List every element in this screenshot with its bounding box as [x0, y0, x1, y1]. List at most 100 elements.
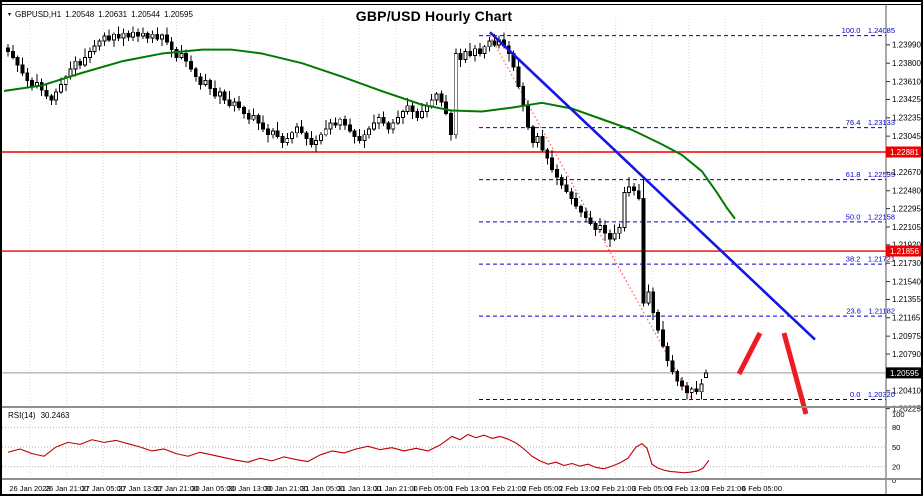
candle-body	[680, 380, 685, 387]
drawn-arrow-down[interactable]	[781, 332, 809, 415]
candle-body	[246, 112, 251, 120]
page-title: GBP/USD Hourly Chart	[355, 8, 513, 24]
candle-body	[328, 122, 333, 130]
candle-body	[458, 53, 463, 60]
candle-body	[646, 291, 651, 304]
candle-body	[453, 53, 458, 136]
candle-body	[314, 140, 319, 145]
price-axis-label: 1.23800	[892, 59, 921, 68]
candle-body	[684, 385, 689, 394]
drawn-arrow-up[interactable]	[736, 331, 763, 376]
candle-body	[107, 35, 112, 41]
quote-open: 1.20548	[65, 10, 95, 19]
candle-body	[612, 232, 617, 240]
candle-body	[174, 49, 179, 58]
price-axis-label: 1.22670	[892, 168, 921, 177]
price-tag-box	[886, 146, 921, 158]
candle-body	[574, 198, 579, 207]
candle-body	[59, 84, 63, 93]
candle-body	[603, 225, 608, 234]
candle-body	[270, 130, 275, 136]
price-axis-label: 1.23425	[892, 95, 921, 104]
candle-body	[559, 176, 564, 186]
fib-level-label: 23.6 1.21182	[846, 307, 895, 316]
candle-body	[352, 130, 357, 138]
candle-body	[92, 45, 97, 53]
candle-body	[136, 31, 140, 37]
time-axis-label: 2 Feb 13:00	[559, 484, 599, 493]
candle-body	[429, 99, 434, 107]
candle-body	[160, 34, 165, 40]
candle-body	[588, 217, 593, 225]
candle-body	[73, 60, 78, 70]
time-axis-label: 3 Feb 05:00	[632, 484, 672, 493]
price-axis-label: 1.21730	[892, 259, 921, 268]
candle-body	[49, 95, 54, 101]
candle-body	[405, 105, 410, 112]
candle-body	[468, 51, 473, 56]
fib-level-label: 76.4 1.23133	[846, 118, 895, 127]
candle-body	[670, 360, 675, 372]
price-tag-label: 1.21856	[890, 247, 919, 256]
horizontal-lines[interactable]	[2, 151, 886, 252]
candle-body	[285, 138, 290, 143]
candle-body	[420, 111, 425, 118]
price-axis[interactable]: 1.23990 1.23800 1.23610 1.23425 1.23235 1.230…	[886, 41, 923, 414]
candle-body	[439, 93, 444, 103]
price-axis-label: 1.22295	[892, 204, 921, 213]
candle-body	[675, 370, 680, 382]
candle-body	[598, 225, 603, 230]
candle-body	[6, 47, 10, 53]
candle-body	[189, 60, 193, 70]
candle-body	[530, 126, 535, 143]
price-tag-box	[886, 245, 921, 257]
candle-body	[410, 105, 415, 112]
time-axis-label: 27 Jan 13:00	[118, 484, 161, 493]
pane-splitter[interactable]	[2, 406, 921, 408]
candle-body	[25, 72, 30, 82]
candle-body	[665, 345, 670, 362]
candle-body	[636, 190, 641, 199]
candle-body	[20, 64, 25, 74]
candle-body	[521, 85, 526, 107]
axis-splitter[interactable]	[2, 478, 921, 480]
time-axis-label: 30 Jan 21:00	[265, 484, 308, 493]
candle-body	[261, 122, 266, 130]
rsi-levels	[2, 426, 886, 468]
descending-trendline[interactable]	[489, 31, 816, 341]
candlestick-series	[6, 26, 709, 400]
price-axis-label: 1.23990	[892, 41, 921, 50]
candle-body	[415, 111, 420, 118]
fib-level-label: 50.0 1.22158	[846, 212, 895, 221]
candle-body	[449, 112, 453, 136]
candle-body	[227, 99, 232, 107]
candle-body	[184, 53, 189, 62]
rsi-line	[7, 433, 710, 474]
grid	[29, 19, 763, 478]
price-tag-box	[886, 367, 921, 379]
rsi-scale[interactable]: 100 80 50 20 0	[892, 410, 905, 485]
candle-body	[583, 211, 588, 219]
candle-body	[63, 76, 68, 85]
candle-body	[87, 51, 92, 58]
time-axis-label: 30 Jan 05:00	[191, 484, 234, 493]
price-axis-label: 1.21920	[892, 241, 921, 250]
price-axis-label: 1.23045	[892, 132, 921, 141]
fib-levels[interactable]: 100.0 1.24085 76.4 1.23133 61.8 1.22595 50.…	[479, 26, 895, 400]
candle-body	[251, 114, 256, 120]
price-axis-label: 1.22480	[892, 187, 921, 196]
candle-body	[660, 329, 665, 347]
price-axis-label: 1.21355	[892, 295, 921, 304]
time-axis-label: 6 Feb 05:00	[742, 484, 782, 493]
candle-body	[554, 169, 559, 178]
candle-body	[198, 76, 203, 85]
candle-body	[338, 118, 343, 126]
candle-body	[367, 128, 372, 136]
candle-body	[304, 132, 309, 140]
candle-body	[362, 134, 367, 141]
candle-body	[463, 51, 468, 60]
candle-body	[622, 192, 627, 228]
